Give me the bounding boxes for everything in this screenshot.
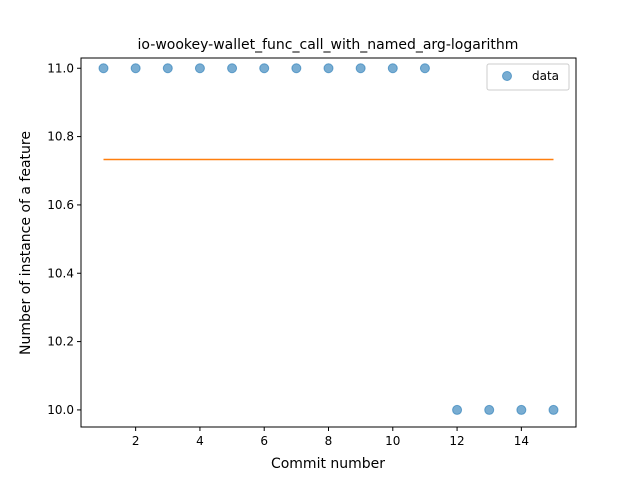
x-tick-label: 6 bbox=[260, 434, 268, 448]
data-point bbox=[323, 63, 334, 74]
y-tick-label: 10.8 bbox=[47, 130, 74, 144]
y-axis-label: Number of instance of a feature bbox=[18, 131, 34, 355]
data-point bbox=[98, 63, 109, 74]
data-point bbox=[227, 63, 238, 74]
x-tick-label: 12 bbox=[449, 434, 464, 448]
data-point bbox=[548, 404, 559, 415]
data-point bbox=[484, 404, 495, 415]
y-tick-label: 10.4 bbox=[47, 266, 74, 280]
x-axis-label: Commit number bbox=[271, 456, 385, 472]
y-tick-label: 10.0 bbox=[47, 403, 74, 417]
x-tick-label: 14 bbox=[514, 434, 529, 448]
y-tick-label: 10.6 bbox=[47, 198, 74, 212]
data-point bbox=[291, 63, 302, 74]
data-point bbox=[387, 63, 398, 74]
data-point bbox=[452, 404, 463, 415]
data-point bbox=[355, 63, 366, 74]
x-tick-label: 4 bbox=[196, 434, 204, 448]
legend: data bbox=[486, 63, 570, 91]
y-tick-label: 10.2 bbox=[47, 335, 74, 349]
x-axis-ticks: 2 4 6 8 10 12 14 bbox=[132, 427, 529, 448]
x-tick-label: 8 bbox=[325, 434, 333, 448]
series-layer bbox=[98, 63, 559, 415]
data-point bbox=[194, 63, 205, 74]
data-point bbox=[162, 63, 173, 74]
legend-marker-data bbox=[502, 71, 512, 81]
y-tick-label: 11.0 bbox=[47, 61, 74, 75]
x-tick-label: 10 bbox=[385, 434, 400, 448]
chart-title: io-wookey-wallet_func_call_with_named_ar… bbox=[138, 37, 519, 53]
data-point bbox=[259, 63, 270, 74]
data-point bbox=[516, 404, 527, 415]
x-tick-label: 2 bbox=[132, 434, 140, 448]
data-point bbox=[130, 63, 141, 74]
legend-label-data: data bbox=[532, 69, 559, 83]
y-axis-ticks: 10.0 10.2 10.4 10.6 10.8 11.0 bbox=[47, 61, 81, 417]
data-point bbox=[419, 63, 430, 74]
legend-box bbox=[486, 63, 570, 91]
